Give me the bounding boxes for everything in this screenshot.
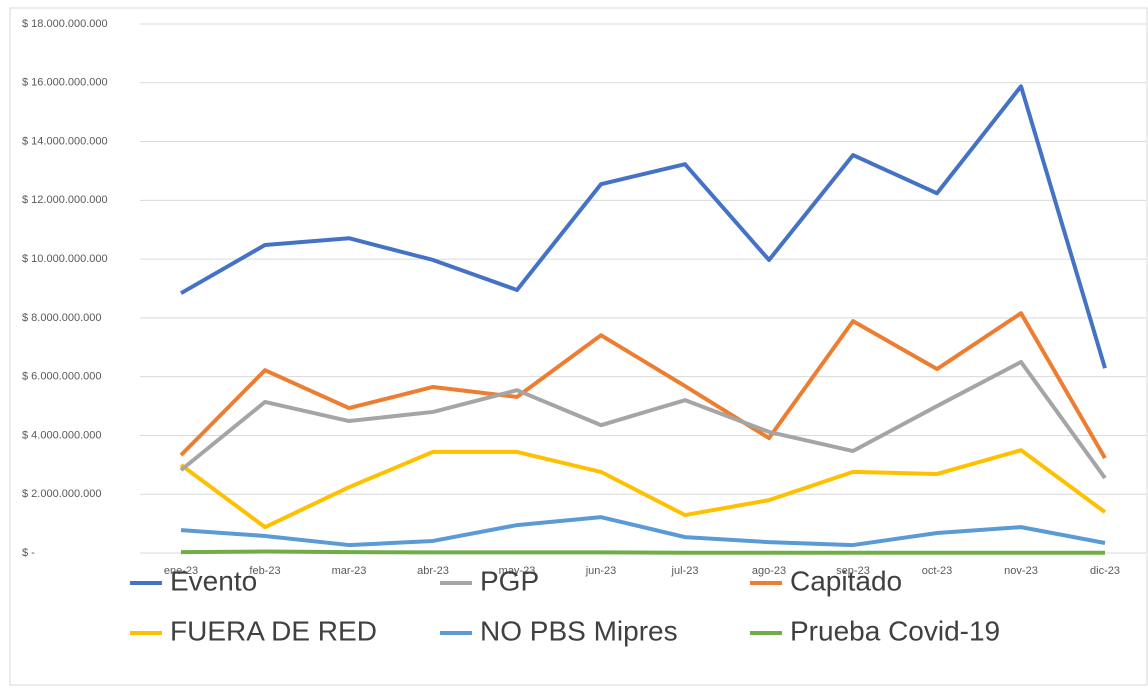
x-tick-label: nov-23 [1004,565,1038,577]
series-line [180,84,1107,369]
series-line [179,311,1107,460]
y-tick-label: $ 2.000.000.000 [22,488,102,500]
x-tick-label: sep-23 [836,565,870,577]
chart-frame [9,7,1148,686]
x-tick-label: ene-23 [164,565,198,577]
legend-label: PGP [480,565,539,596]
x-tick-label: feb-23 [249,565,280,577]
x-tick-label: may-23 [499,565,536,577]
legend-label: Prueba Covid-19 [790,615,1000,646]
legend-label: Evento [170,565,257,596]
x-tick-label: jul-23 [671,565,699,577]
legend-label: FUERA DE RED [170,615,377,646]
y-tick-label: $ 4.000.000.000 [22,429,102,441]
legend-label: Capitado [790,565,902,596]
legend-label: NO PBS Mipres [480,615,678,646]
y-tick-label: $ 10.000.000.000 [22,253,108,265]
series-line [179,359,1107,480]
x-tick-label: abr-23 [417,565,449,577]
x-tick-label: mar-23 [332,565,367,577]
series-line [180,549,1105,555]
y-tick-label: $ - [22,547,35,559]
y-tick-label: $ 8.000.000.000 [22,312,102,324]
x-tick-label: dic-23 [1090,565,1120,577]
y-tick-label: $ 12.000.000.000 [22,194,108,206]
series-line [179,448,1107,530]
x-tick-label: oct-23 [922,565,953,577]
y-tick-label: $ 16.000.000.000 [22,77,108,89]
x-tick-label: jun-23 [585,565,617,577]
series-line [180,515,1106,548]
x-tick-label: ago-23 [752,565,786,577]
y-tick-label: $ 6.000.000.000 [22,371,102,383]
y-tick-label: $ 18.000.000.000 [22,18,108,30]
y-tick-label: $ 14.000.000.000 [22,135,108,147]
